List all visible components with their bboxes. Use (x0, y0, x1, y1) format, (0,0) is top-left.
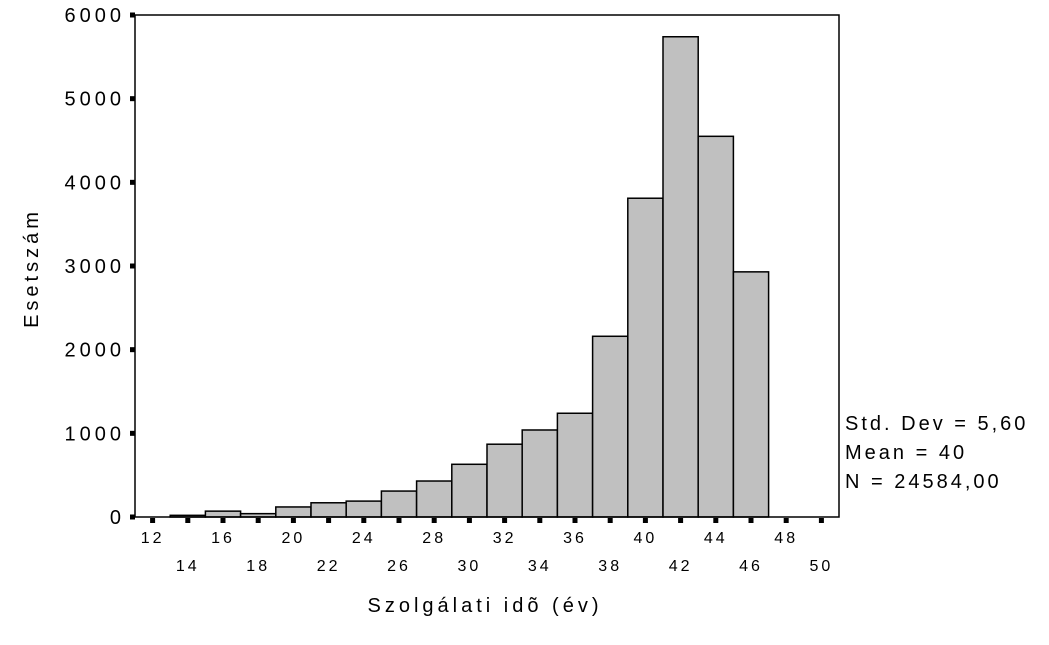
x-tick-mark (150, 518, 156, 523)
x-axis-title: Szolgálati idõ (év) (368, 595, 603, 617)
x-tick-mark (431, 518, 437, 523)
y-tick-mark (130, 263, 135, 269)
x-tick-label: 46 (739, 558, 763, 575)
x-tick-label: 40 (634, 530, 658, 547)
histogram-bar-20 (275, 506, 312, 518)
x-tick-mark (537, 518, 543, 523)
x-tick-label: 16 (211, 530, 235, 547)
histogram-bar-32 (486, 443, 523, 518)
y-tick-mark (130, 12, 135, 18)
stats-box: Std. Dev = 5,60 Mean = 40 N = 24584,00 (845, 413, 1028, 493)
y-tick-label: 6000 (65, 5, 126, 27)
x-tick-label: 30 (458, 558, 482, 575)
x-tick-mark (748, 518, 754, 523)
histogram-bar-38 (591, 335, 629, 518)
y-axis: 0 1000 2000 3000 4000 5000 6000 (65, 5, 135, 529)
x-tick-mark (642, 518, 648, 523)
x-tick-label: 28 (422, 530, 446, 547)
x-tick-mark (290, 518, 296, 523)
x-tick-label: 20 (282, 530, 306, 547)
x-tick-label: 44 (704, 530, 728, 547)
y-tick-mark (130, 514, 135, 520)
x-tick-mark (396, 518, 402, 523)
x-tick-mark (783, 518, 789, 523)
x-tick-mark (502, 518, 508, 523)
y-tick-mark (130, 347, 135, 353)
y-tick-mark (130, 96, 135, 102)
x-tick-label: 38 (598, 558, 622, 575)
x-tick-mark (255, 518, 261, 523)
x-tick-mark (678, 518, 684, 523)
x-tick-mark (326, 518, 332, 523)
x-tick-label: 36 (563, 530, 587, 547)
x-tick-label: 14 (176, 558, 200, 575)
y-tick-label: 5000 (65, 89, 126, 111)
x-tick-label: 50 (810, 558, 834, 575)
x-tick-mark (572, 518, 578, 523)
x-tick-label: 34 (528, 558, 552, 575)
x-tick-label: 18 (246, 558, 270, 575)
x-tick-label: 22 (317, 558, 341, 575)
y-tick-label: 2000 (65, 340, 126, 362)
x-tick-label: 48 (774, 530, 798, 547)
stats-line: N = 24584,00 (845, 471, 1002, 493)
x-tick-mark (185, 518, 191, 523)
histogram-bar-34 (521, 429, 559, 518)
x-tick-mark (818, 518, 824, 523)
histogram-bar-16 (204, 510, 242, 518)
y-tick-label: 1000 (65, 423, 126, 445)
x-tick-mark (361, 518, 367, 523)
x-tick-label: 12 (141, 530, 165, 547)
x-tick-mark (466, 518, 472, 523)
x-tick-mark (713, 518, 719, 523)
x-axis: 12 16 20 24 28 32 36 40 44 48 14 18 22 26 30 34 38 42 46 50 (141, 518, 834, 575)
stats-line: Std. Dev = 5,60 (845, 413, 1028, 435)
histogram-bar-36 (556, 412, 594, 518)
histogram-bar-42 (662, 36, 699, 518)
y-tick-mark (130, 179, 135, 185)
x-tick-label: 32 (493, 530, 517, 547)
x-tick-label: 42 (669, 558, 693, 575)
histogram-bar-44 (697, 135, 735, 518)
histogram-bar-28 (415, 480, 453, 518)
histogram-bar-26 (380, 490, 418, 518)
histogram-bar-46 (732, 271, 770, 518)
y-tick-label: 4000 (65, 172, 126, 194)
histogram-bar-40 (627, 197, 664, 518)
x-tick-mark (220, 518, 226, 523)
y-tick-label: 3000 (65, 256, 126, 278)
histogram-bar-22 (310, 502, 347, 518)
stats-line: Mean = 40 (845, 442, 967, 464)
x-tick-mark (607, 518, 613, 523)
x-tick-label: 24 (352, 530, 376, 547)
y-tick-mark (130, 430, 135, 436)
x-tick-label: 26 (387, 558, 411, 575)
y-axis-title: Esetszám (21, 208, 43, 328)
y-tick-label: 0 (110, 507, 125, 529)
histogram-bar-30 (451, 463, 488, 518)
histogram-bar-24 (345, 500, 383, 518)
bars-group (169, 36, 770, 518)
